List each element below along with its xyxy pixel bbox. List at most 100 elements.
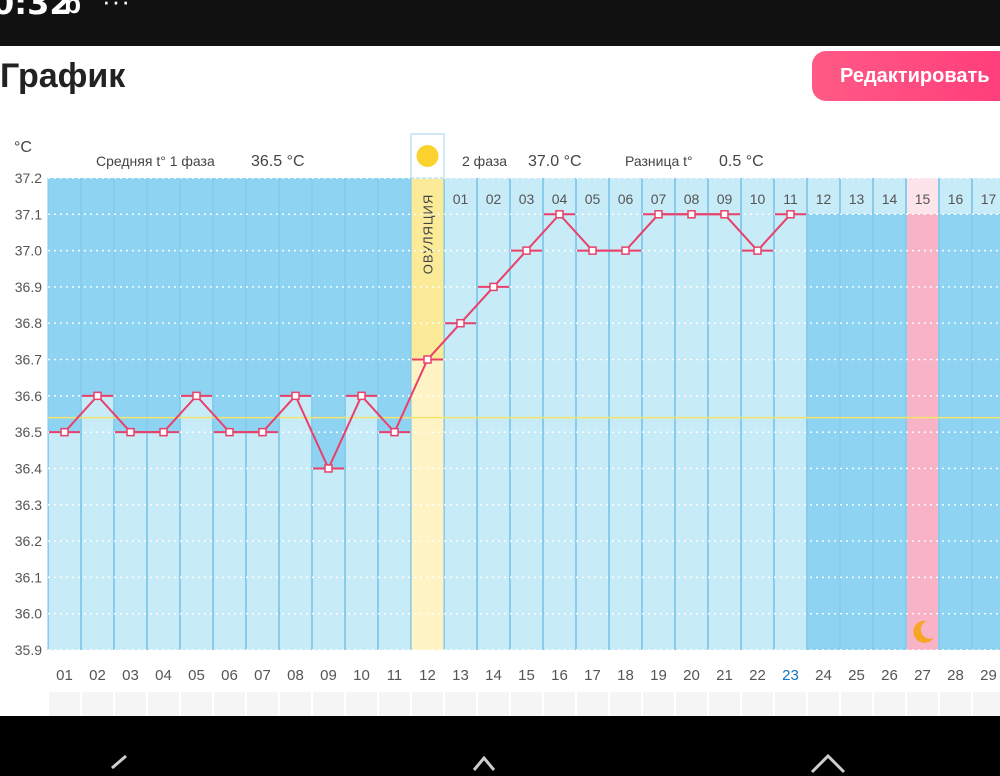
day-footer-cell [478, 692, 509, 716]
phase2-day-label: 07 [651, 191, 667, 207]
x-day-label: 16 [551, 667, 568, 684]
temperature-point [60, 427, 69, 437]
x-day-label: 03 [122, 667, 139, 684]
edit-button[interactable]: Редактировать [812, 51, 1000, 101]
day-column [775, 214, 806, 651]
x-day-label: 25 [848, 667, 865, 684]
day-footer-cell [115, 692, 146, 716]
x-day-label: 20 [683, 667, 700, 684]
day-column [511, 250, 542, 650]
temperature-point [159, 427, 168, 437]
day-footer-cell [907, 692, 938, 716]
day-column [346, 395, 377, 650]
ovulation-label: ОВУЛЯЦИЯ [421, 194, 436, 274]
day-column [280, 395, 311, 650]
phase2-day-label: 13 [849, 191, 865, 207]
temperature-unit: °C [14, 139, 32, 156]
y-tick-label: 36.5 [15, 424, 42, 440]
phase2-day-label: 01 [453, 191, 469, 207]
day-column [742, 250, 773, 650]
phase1-value: 36.5 °C [251, 153, 305, 170]
y-tick-label: 36.3 [15, 497, 42, 513]
chart-screen: График Редактировать ОВУЛЯЦИЯ 37.2 37.1 37.… [0, 46, 1000, 716]
period-day-header [907, 178, 938, 214]
difference-value: 0.5 °C [719, 153, 764, 170]
day-footer-cell [379, 692, 410, 716]
phase2-day-label: 03 [519, 191, 535, 207]
x-day-label: 10 [353, 667, 370, 684]
temperature-point [720, 210, 729, 219]
x-day-label: 14 [485, 667, 502, 684]
day-column-top [841, 178, 872, 214]
day-footer-cell [973, 692, 1000, 716]
system-nav-bar [0, 716, 1000, 773]
day-column-top [973, 178, 1000, 214]
day-column [181, 395, 212, 650]
phase2-day-label: 10 [750, 191, 766, 207]
day-column-top [808, 178, 839, 214]
temperature-point [324, 464, 333, 473]
x-day-label: 15 [518, 667, 535, 684]
home-icon[interactable] [470, 756, 500, 776]
back-icon[interactable] [100, 754, 130, 774]
page-title: График [0, 57, 126, 95]
temperature-chart: ОВУЛЯЦИЯ 37.2 37.1 37.0 36.9 36.8 36.7 36.6 36.5… [14, 133, 1000, 716]
temperature-point [357, 391, 366, 401]
day-column-top [544, 178, 575, 215]
day-column [313, 468, 344, 650]
day-footer-cell [874, 692, 905, 716]
day-footer-cell [511, 692, 542, 716]
day-column [379, 432, 410, 650]
x-day-label: 29 [980, 667, 997, 684]
x-day-label: 24 [815, 667, 832, 684]
y-tick-label: 36.6 [15, 388, 42, 404]
day-column [445, 323, 476, 650]
day-footer-cell [940, 692, 971, 716]
day-footer-cell [49, 692, 80, 716]
day-column [49, 432, 80, 650]
day-column [577, 250, 608, 650]
day-column [247, 432, 278, 650]
x-day-label: 21 [716, 667, 733, 684]
y-tick-label: 36.0 [15, 606, 42, 622]
phase2-label: 2 фаза [462, 153, 507, 169]
day-footer-cell [841, 692, 872, 716]
temperature-point [687, 210, 696, 219]
y-tick-label: 37.1 [15, 206, 42, 222]
period-day-column [907, 178, 938, 650]
temperature-point [522, 246, 531, 255]
temperature-point [291, 391, 300, 401]
day-footer-cell [676, 692, 707, 716]
x-day-label: 09 [320, 667, 337, 684]
status-time: 0:32 [0, 0, 72, 22]
day-footer-cell [247, 692, 278, 716]
temperature-point [390, 427, 399, 437]
day-footer-cell [544, 692, 575, 716]
phase2-day-label: 14 [882, 191, 898, 207]
day-footer-cell [148, 692, 179, 716]
x-day-label: 19 [650, 667, 667, 684]
day-column [115, 432, 146, 650]
temperature-point [225, 427, 234, 437]
day-footer-cell [775, 692, 806, 716]
temperature-point [258, 427, 267, 437]
day-footer-cell [808, 692, 839, 716]
phase1-label: Средняя t° 1 фаза [96, 153, 215, 169]
x-day-label: 27 [914, 667, 931, 684]
day-column-top [478, 178, 509, 287]
x-day-label: 02 [89, 667, 106, 684]
temperature-point [489, 282, 498, 292]
day-footer-cell [709, 692, 740, 716]
temperature-point [654, 210, 663, 219]
temperature-point [588, 246, 597, 255]
day-column-top [874, 178, 905, 214]
y-tick-label: 36.2 [15, 533, 42, 549]
day-footer-cell [181, 692, 212, 716]
temperature-point [753, 246, 762, 255]
phase2-day-label: 11 [783, 191, 798, 207]
phase2-day-label: 04 [552, 191, 568, 207]
temperature-point [192, 391, 201, 401]
recent-apps-icon[interactable] [808, 752, 848, 774]
x-day-label: 05 [188, 667, 205, 684]
x-day-label: 13 [452, 667, 469, 684]
